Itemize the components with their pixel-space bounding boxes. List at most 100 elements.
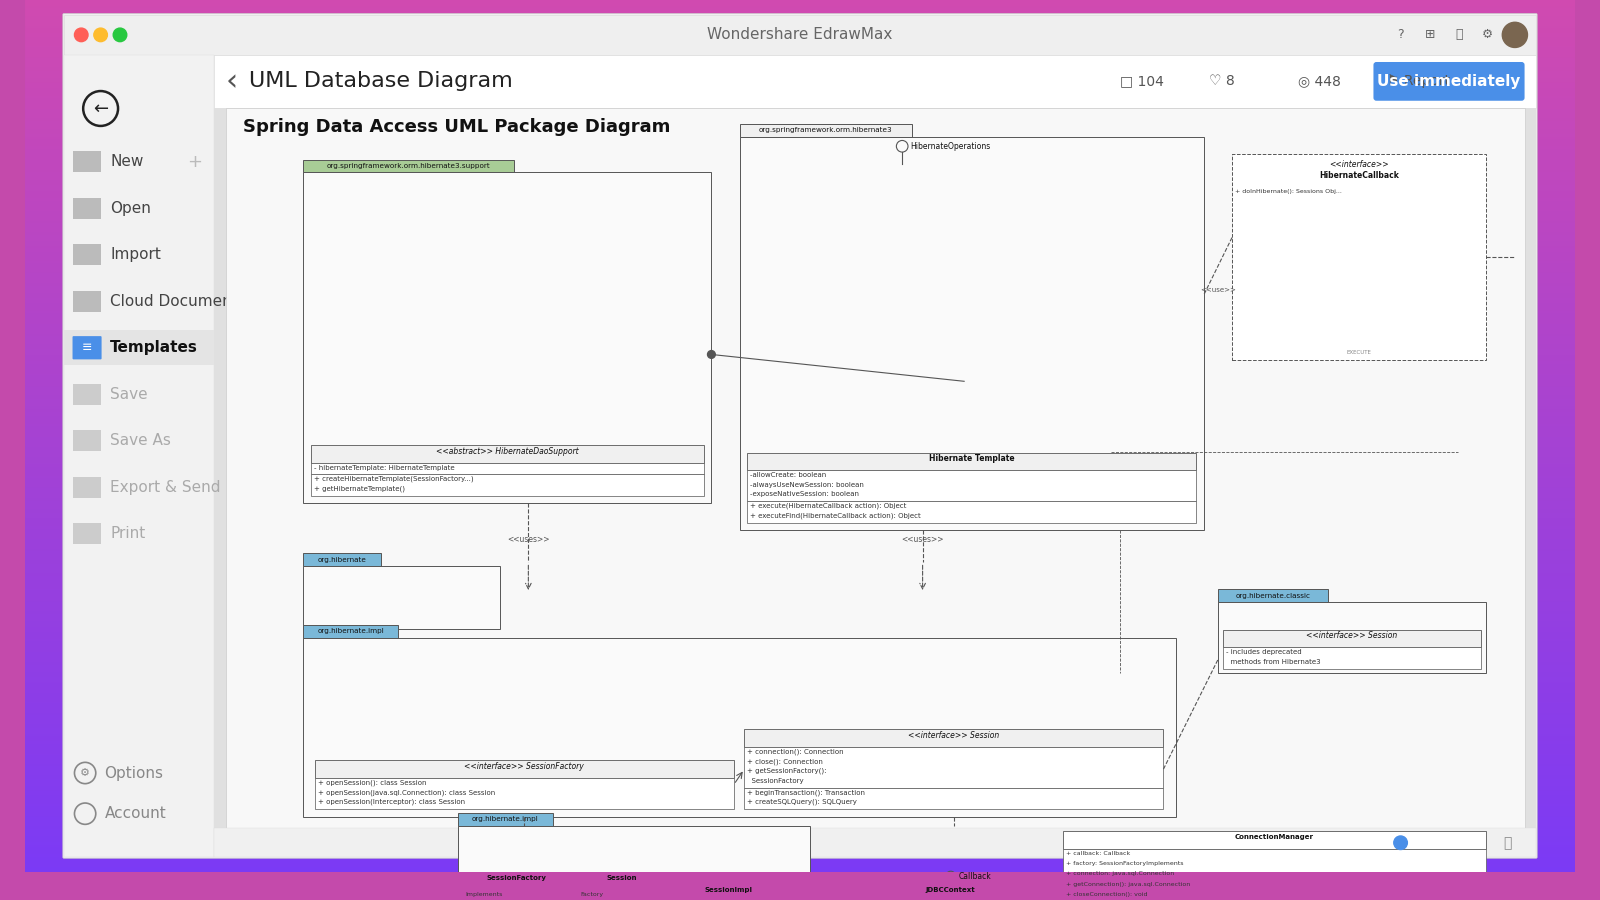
Bar — [26, 785, 1574, 786]
Bar — [26, 595, 1574, 596]
Bar — [26, 691, 1574, 693]
Bar — [26, 116, 1574, 117]
Bar — [26, 369, 1574, 370]
Bar — [26, 805, 1574, 806]
Bar — [26, 529, 1574, 530]
Bar — [26, 533, 1574, 534]
Bar — [26, 344, 1574, 345]
Text: −: − — [1346, 833, 1358, 851]
Bar — [26, 858, 1574, 859]
Text: ◎ 448: ◎ 448 — [1298, 75, 1341, 88]
Bar — [26, 524, 1574, 525]
Bar — [26, 525, 1574, 526]
Bar — [26, 125, 1574, 126]
Bar — [26, 22, 1574, 23]
Bar — [26, 818, 1574, 820]
Bar — [26, 357, 1574, 358]
Bar — [26, 520, 1574, 521]
Bar — [26, 650, 1574, 651]
Bar — [26, 114, 1574, 115]
Bar — [26, 727, 1574, 728]
Bar — [26, 0, 1574, 1]
Bar — [26, 381, 1574, 382]
Bar — [26, 297, 1574, 299]
Bar — [26, 68, 1574, 69]
Bar — [26, 329, 1574, 330]
Bar — [26, 366, 1574, 367]
Bar — [26, 246, 1574, 247]
Bar — [26, 28, 1574, 29]
Bar — [26, 485, 1574, 486]
Bar — [26, 547, 1574, 548]
Bar — [26, 770, 1574, 771]
Bar — [26, 831, 1574, 832]
Bar — [26, 167, 1574, 168]
Bar — [26, 63, 1574, 64]
Bar — [26, 352, 1574, 353]
Bar — [26, 405, 1574, 406]
Bar — [26, 300, 1574, 301]
Bar — [26, 100, 1574, 101]
Bar — [26, 309, 1574, 310]
Bar — [26, 313, 1574, 314]
Bar — [26, 679, 1574, 680]
Bar — [744, 729, 1163, 747]
Bar — [26, 528, 1574, 529]
Bar — [26, 38, 1574, 39]
Bar — [26, 400, 1574, 401]
Bar — [26, 228, 1574, 229]
Bar — [26, 491, 1574, 492]
Bar — [26, 647, 1574, 648]
Bar — [26, 245, 1574, 246]
Bar — [26, 23, 1574, 24]
Bar — [26, 606, 1574, 607]
Bar — [26, 480, 1574, 481]
Bar — [1064, 880, 1486, 900]
Bar — [26, 725, 1574, 726]
Bar — [26, 389, 1574, 390]
Bar — [26, 460, 1574, 461]
Bar — [26, 420, 1574, 421]
Bar — [26, 732, 1574, 733]
Bar — [26, 714, 1574, 715]
Bar — [26, 76, 1574, 77]
Bar — [26, 789, 1574, 790]
Bar — [26, 240, 1574, 241]
Text: + openSession(Interceptor): class Session: + openSession(Interceptor): class Sessio… — [318, 799, 464, 806]
Bar — [26, 64, 1574, 65]
Bar — [26, 201, 1574, 202]
Bar — [26, 608, 1574, 609]
Bar — [26, 596, 1574, 597]
Bar — [26, 414, 1574, 415]
Bar — [26, 472, 1574, 473]
Bar — [26, 589, 1574, 590]
Bar — [26, 749, 1574, 750]
Bar — [26, 473, 1574, 474]
Bar — [26, 430, 1574, 431]
Bar — [26, 681, 1574, 682]
Bar — [26, 336, 1574, 338]
Bar — [26, 621, 1574, 622]
Bar — [26, 867, 1574, 868]
Text: + createSQLQuery(): SQLQuery: + createSQLQuery(): SQLQuery — [747, 799, 858, 806]
Bar — [26, 182, 1574, 183]
Bar — [26, 238, 1574, 239]
Bar — [26, 700, 1574, 701]
Bar — [26, 605, 1574, 606]
Text: Options: Options — [104, 766, 163, 780]
Text: Implements: Implements — [466, 892, 502, 897]
Bar — [26, 846, 1574, 847]
Bar — [26, 17, 1574, 18]
Bar — [26, 522, 1574, 523]
Bar — [26, 654, 1574, 655]
Bar — [26, 446, 1574, 447]
Bar — [26, 618, 1574, 619]
Bar — [458, 813, 554, 825]
Bar — [26, 829, 1574, 830]
Bar — [26, 440, 1574, 441]
Bar — [26, 512, 1574, 513]
Bar — [26, 307, 1574, 308]
Bar — [26, 577, 1574, 579]
Bar — [26, 614, 1574, 615]
Bar — [26, 395, 1574, 396]
